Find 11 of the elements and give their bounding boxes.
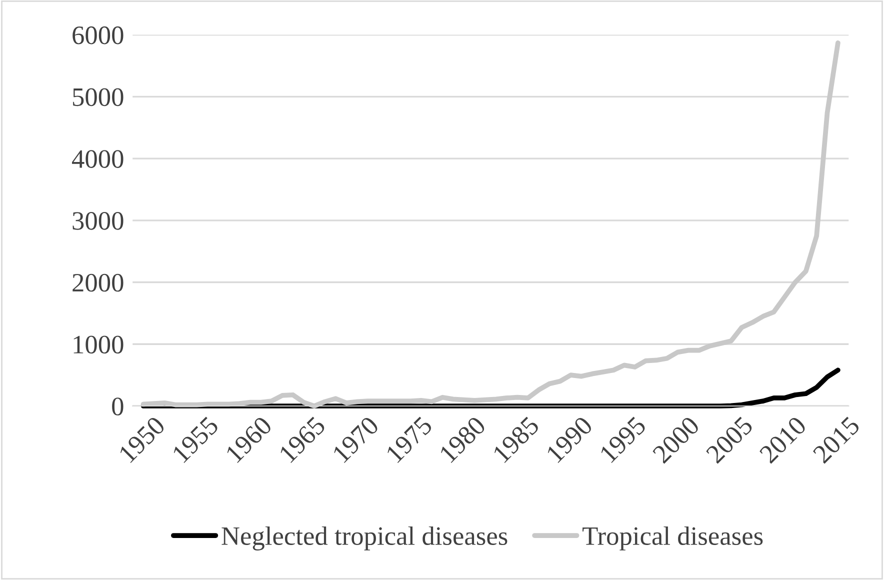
y-tick-label: 2000 — [72, 274, 124, 292]
y-tick-label: 6000 — [72, 26, 124, 44]
y-tick-label: 4000 — [72, 150, 124, 168]
y-tick-label: 0 — [112, 398, 124, 416]
line-series — [140, 368, 840, 408]
legend-label: Neglected tropical diseases — [222, 526, 508, 550]
y-tick-label: 3000 — [72, 212, 124, 230]
legend-label: Tropical diseases — [582, 526, 763, 550]
y-tick-label: 1000 — [74, 336, 124, 354]
y-tick-label: 5000 — [73, 88, 124, 106]
line-series — [140, 40, 840, 408]
